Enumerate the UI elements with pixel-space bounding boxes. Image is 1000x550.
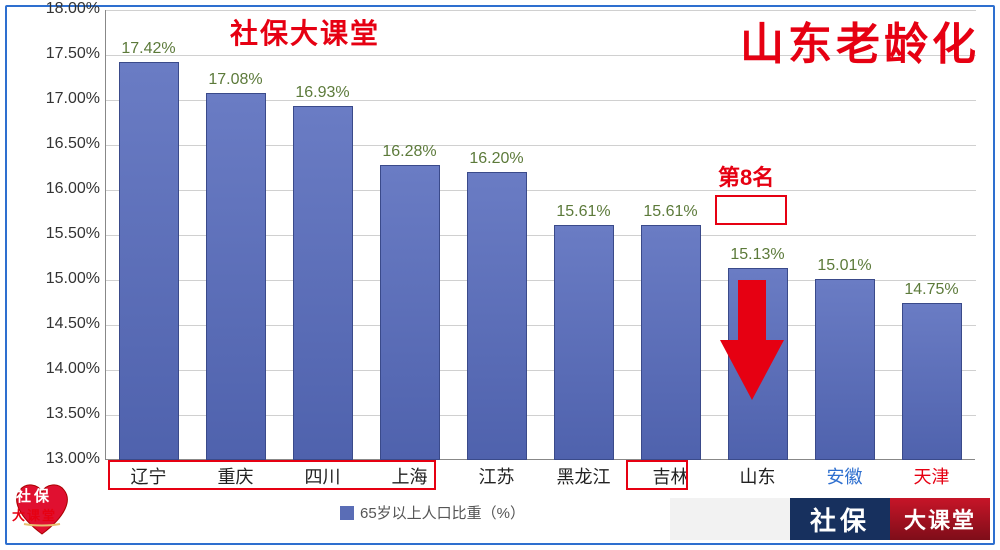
bar-value-label: 15.13% <box>714 246 801 264</box>
ytick-label: 15.00% <box>10 270 100 288</box>
bar <box>206 93 266 460</box>
xlabel: 山东 <box>714 463 801 489</box>
xlabel: 江苏 <box>453 463 540 489</box>
bar <box>380 165 440 460</box>
legend: 65岁以上人口比重（%） <box>340 502 525 523</box>
bottom-badge-daketang: 大课堂 <box>890 498 990 540</box>
redbox-value-highlight <box>715 195 787 225</box>
bar-group: 16.93% <box>279 10 366 460</box>
bar <box>902 303 962 461</box>
bar-group: 17.08% <box>192 10 279 460</box>
ytick-label: 16.00% <box>10 180 100 198</box>
bar <box>119 62 179 460</box>
bar <box>293 106 353 460</box>
bar <box>467 172 527 460</box>
xlabel: 黑龙江 <box>540 463 627 489</box>
redbox-left-provinces <box>108 460 436 490</box>
bar-value-label: 15.61% <box>627 203 714 221</box>
bar <box>641 225 701 460</box>
xlabel: 天津 <box>888 463 975 489</box>
rank-label: 第8名 <box>718 160 774 192</box>
bar-value-label: 17.08% <box>192 71 279 89</box>
ytick-label: 17.00% <box>10 90 100 108</box>
chart-plot: 17.42%17.08%16.93% 16.28%16.20% 15.61%15.6… <box>105 10 975 460</box>
ytick-label: 17.50% <box>10 45 100 63</box>
ytick-label: 15.50% <box>10 225 100 243</box>
bar-value-label: 16.20% <box>453 150 540 168</box>
bar-value-label: 17.42% <box>105 40 192 58</box>
bar-value-label: 14.75% <box>888 281 975 299</box>
bar-value-label: 15.61% <box>540 203 627 221</box>
bar-value-label: 15.01% <box>801 257 888 275</box>
bars-container: 17.42%17.08%16.93% 16.28%16.20% 15.61%15.6… <box>105 10 975 460</box>
ytick-label: 13.00% <box>10 450 100 468</box>
logo-text-top: 社保 <box>16 485 52 506</box>
ytick-label: 14.50% <box>10 315 100 333</box>
bar-group: 15.01% <box>801 10 888 460</box>
bar-group: 15.61% <box>540 10 627 460</box>
watermark: 社保大课堂 <box>230 12 380 52</box>
legend-swatch <box>340 506 354 520</box>
bar-group: 14.75% <box>888 10 975 460</box>
redbox-jilin <box>626 460 688 490</box>
bottom-gray-strip <box>670 498 790 540</box>
legend-text: 65岁以上人口比重（%） <box>360 502 525 523</box>
ytick-label: 18.00% <box>10 0 100 18</box>
bar-group: 16.28% <box>366 10 453 460</box>
ytick-label: 16.50% <box>10 135 100 153</box>
ytick-label: 13.50% <box>10 405 100 423</box>
bottom-badge-shebao: 社保 <box>790 498 890 540</box>
bar-group: 17.42% <box>105 10 192 460</box>
logo-text-bottom: 大课堂 <box>12 505 57 524</box>
red-arrow-icon <box>720 280 784 405</box>
bar-group: 16.20% <box>453 10 540 460</box>
bar <box>815 279 875 460</box>
xlabel: 安徽 <box>801 463 888 489</box>
bar-value-label: 16.28% <box>366 143 453 161</box>
ytick-label: 14.00% <box>10 360 100 378</box>
bar <box>554 225 614 460</box>
main-title: 山东老龄化 <box>740 8 980 72</box>
bar-group: 15.61% <box>627 10 714 460</box>
bar-value-label: 16.93% <box>279 84 366 102</box>
